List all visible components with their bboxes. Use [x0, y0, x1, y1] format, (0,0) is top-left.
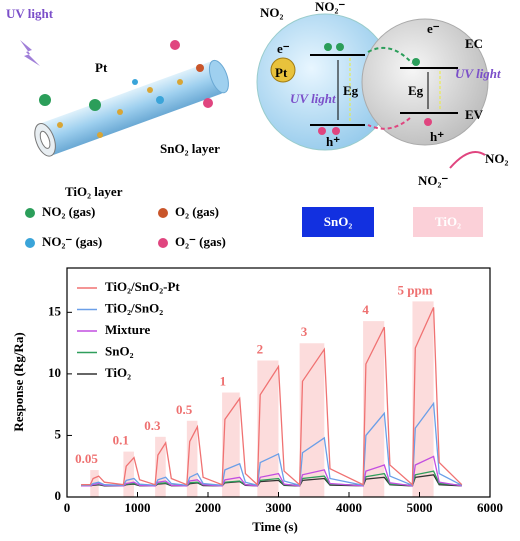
- hole-right: h⁺: [430, 129, 444, 144]
- tio2-box: [413, 207, 483, 237]
- no2-ion-label: NO₂⁻: [315, 0, 345, 14]
- x-axis-label: Time (s): [252, 519, 298, 534]
- pulse-label: 1: [220, 373, 227, 388]
- ev-label: EV: [465, 107, 484, 122]
- hole-left: h⁺: [326, 134, 340, 149]
- y-axis-label: Response (Rg/Ra): [11, 332, 26, 431]
- legend-label: SnO₂: [105, 343, 134, 358]
- pt-label: Pt: [95, 60, 108, 75]
- eg-right: Eg: [408, 83, 424, 98]
- series-line: [81, 401, 463, 487]
- pulse-band: [123, 451, 134, 497]
- sno2-layer: SnO₂ layer: [160, 141, 220, 156]
- electron-label: e⁻: [277, 41, 290, 56]
- no2-label: NO₂: [260, 5, 284, 20]
- pulse-label: 0.3: [144, 418, 161, 433]
- schematic: UV light Pt SnO₂ layer TiO₂ layer NO₂ NO…: [6, 0, 509, 249]
- y-tick-label: 5: [55, 426, 62, 441]
- pulse-label: 5 ppm: [398, 282, 433, 297]
- pulse-band: [155, 436, 166, 497]
- sno2-box: [302, 207, 374, 237]
- x-tick-label: 5000: [407, 500, 433, 515]
- pulse-label: 2: [257, 341, 264, 356]
- no2-ion-bottom: NO₂⁻: [418, 173, 448, 188]
- eg-left: Eg: [343, 83, 359, 98]
- pulse-label: 0.1: [113, 433, 129, 448]
- x-tick-label: 2000: [195, 500, 221, 515]
- y-tick-label: 10: [48, 365, 61, 380]
- pulse-label: 3: [301, 324, 308, 339]
- legend-label: TiO₂/SnO₂: [105, 300, 163, 315]
- particles: [39, 40, 213, 138]
- pulse-band: [186, 420, 198, 497]
- pulse-band: [222, 392, 240, 497]
- legend-label: TiO₂/SnO₂-Pt: [105, 279, 180, 294]
- tube: [34, 59, 229, 157]
- legend-o2: O₂ (gas): [175, 204, 219, 219]
- tio2-layer: TiO₂ layer: [65, 184, 123, 199]
- legend-no2: NO₂ (gas): [42, 204, 95, 219]
- pt-particle: Pt: [275, 65, 288, 80]
- series-line: [81, 455, 462, 487]
- series-line: [81, 470, 462, 486]
- electron-right: e⁻: [427, 21, 440, 36]
- y-tick-label: 0: [55, 488, 62, 503]
- pulse-label: 0.5: [176, 402, 193, 417]
- tio2-box-label: TiO₂: [435, 214, 461, 229]
- x-tick-label: 0: [64, 500, 71, 515]
- pulse-band: [257, 360, 279, 497]
- series-line: [81, 307, 463, 487]
- pulse-band: [363, 321, 385, 497]
- legend-o2-ion: O₂⁻ (gas): [175, 234, 226, 249]
- ec-label: EC: [465, 36, 483, 51]
- pulse-band: [412, 301, 434, 497]
- uv-right: UV light: [455, 66, 501, 81]
- uv-left: UV light: [290, 91, 336, 106]
- lightning: [20, 40, 40, 66]
- x-tick-label: 6000: [477, 500, 503, 515]
- pulse-label: 0.05: [75, 451, 98, 466]
- no2-out: NO₂: [485, 151, 509, 166]
- x-tick-label: 4000: [336, 500, 362, 515]
- uv-label: UV light: [6, 6, 54, 21]
- x-tick-label: 3000: [266, 500, 292, 515]
- sno2-box-label: SnO₂: [324, 214, 353, 229]
- y-tick-label: 15: [48, 303, 62, 318]
- x-tick-label: 1000: [125, 500, 151, 515]
- legend-label: Mixture: [105, 322, 150, 337]
- pulse-label: 4: [362, 302, 369, 317]
- legend-no2-ion: NO₂⁻ (gas): [42, 234, 102, 249]
- legend-label: TiO₂: [105, 365, 131, 380]
